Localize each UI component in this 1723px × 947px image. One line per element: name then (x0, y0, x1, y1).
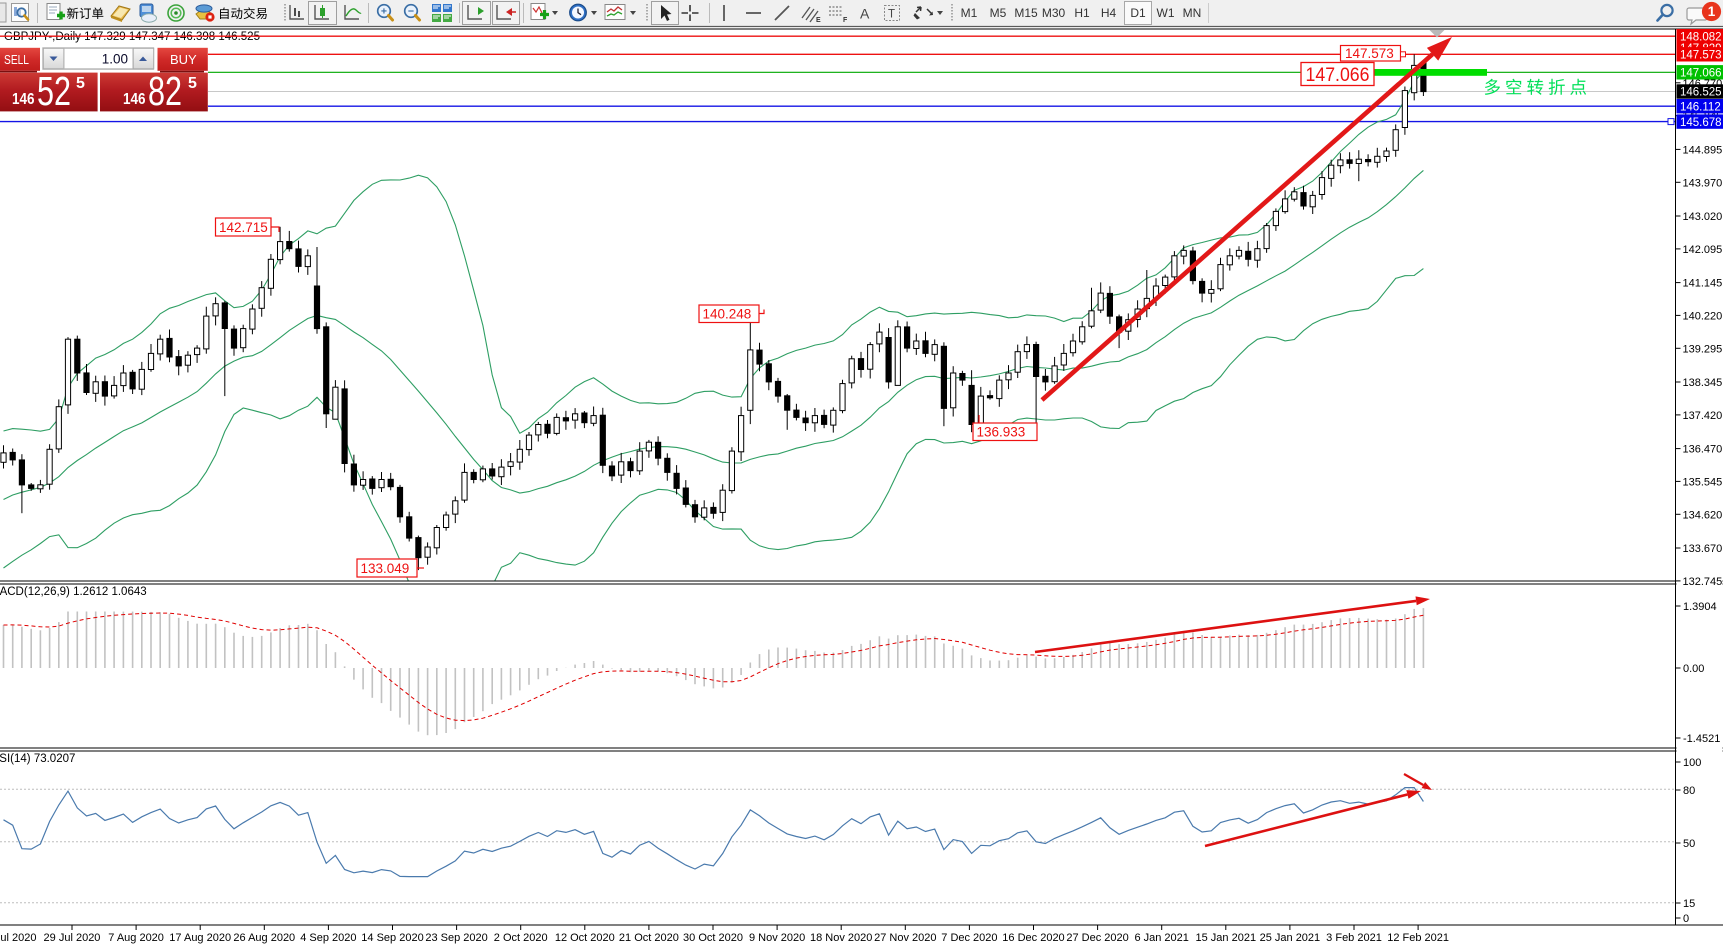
svg-text:6 Jan 2021: 6 Jan 2021 (1134, 932, 1188, 944)
svg-text:140.248: 140.248 (703, 307, 752, 322)
svg-text:146: 146 (12, 91, 35, 108)
svg-text:23 Sep 2020: 23 Sep 2020 (425, 932, 487, 944)
svg-text:21 Oct 2020: 21 Oct 2020 (619, 932, 679, 944)
svg-text:140.220: 140.220 (1683, 310, 1723, 322)
svg-text:146.525: 146.525 (1680, 87, 1722, 99)
svg-text:7 Dec 2020: 7 Dec 2020 (941, 932, 997, 944)
svg-text:147.573: 147.573 (1345, 46, 1394, 61)
svg-text:25 Jan 2021: 25 Jan 2021 (1260, 932, 1321, 944)
svg-text:136.933: 136.933 (977, 425, 1026, 440)
svg-text:136.470: 136.470 (1683, 444, 1723, 456)
svg-text:52: 52 (37, 68, 71, 114)
svg-text:134.620: 134.620 (1683, 509, 1723, 521)
svg-text:142.095: 142.095 (1683, 244, 1723, 256)
svg-text:147.066: 147.066 (1306, 64, 1370, 86)
svg-text:1: 1 (1708, 4, 1716, 19)
svg-text:H4: H4 (1101, 6, 1117, 20)
svg-text:135.545: 135.545 (1683, 476, 1723, 488)
svg-text:132.745: 132.745 (1683, 576, 1723, 588)
svg-text:27 Nov 2020: 27 Nov 2020 (874, 932, 936, 944)
svg-text:T: T (888, 9, 895, 21)
svg-text:5: 5 (188, 75, 197, 92)
svg-text:80: 80 (1683, 785, 1695, 797)
svg-text:15: 15 (1683, 898, 1695, 910)
svg-text:26 Aug 2020: 26 Aug 2020 (233, 932, 295, 944)
svg-text:29 Jul 2020: 29 Jul 2020 (44, 932, 101, 944)
svg-text:146.112: 146.112 (1680, 101, 1721, 113)
svg-text:1.00: 1.00 (102, 52, 128, 67)
svg-text:143.020: 143.020 (1683, 211, 1723, 223)
svg-text:144.895: 144.895 (1683, 144, 1723, 156)
svg-text:138.345: 138.345 (1683, 377, 1723, 389)
svg-text:14 Sep 2020: 14 Sep 2020 (361, 932, 423, 944)
svg-text:RSI(14) 73.0207: RSI(14) 73.0207 (0, 753, 75, 765)
svg-text:15 Jan 2021: 15 Jan 2021 (1196, 932, 1257, 944)
svg-text:147.829: 147.829 (1680, 43, 1722, 55)
svg-text:BUY: BUY (170, 52, 197, 67)
svg-text:147.066: 147.066 (1680, 68, 1722, 80)
svg-text:12 Feb 2021: 12 Feb 2021 (1387, 932, 1449, 944)
svg-text:7 Aug 2020: 7 Aug 2020 (108, 932, 164, 944)
svg-text:137.420: 137.420 (1683, 410, 1723, 422)
svg-text:141.145: 141.145 (1683, 278, 1723, 290)
svg-text:M1: M1 (961, 6, 978, 20)
svg-text:M15: M15 (1014, 6, 1038, 20)
svg-text:0.00: 0.00 (1683, 663, 1704, 675)
svg-text:−: − (408, 6, 414, 18)
svg-text:D1: D1 (1130, 6, 1146, 20)
svg-text:0: 0 (1683, 913, 1689, 925)
svg-text:30 Oct 2020: 30 Oct 2020 (683, 932, 743, 944)
svg-text:4 Sep 2020: 4 Sep 2020 (300, 932, 356, 944)
svg-text:W1: W1 (1157, 6, 1175, 20)
svg-text:2 Oct 2020: 2 Oct 2020 (494, 932, 548, 944)
svg-text:M5: M5 (990, 6, 1007, 20)
svg-text:3 Feb 2021: 3 Feb 2021 (1326, 932, 1382, 944)
svg-text:82: 82 (148, 68, 182, 114)
svg-text:9 Nov 2020: 9 Nov 2020 (749, 932, 805, 944)
svg-text:17 Aug 2020: 17 Aug 2020 (169, 932, 231, 944)
svg-text:100: 100 (1683, 757, 1701, 769)
svg-text:18 Nov 2020: 18 Nov 2020 (810, 932, 872, 944)
svg-text:-1.4521: -1.4521 (1683, 733, 1720, 745)
svg-text:147.573: 147.573 (1680, 50, 1722, 62)
svg-text:12 Oct 2020: 12 Oct 2020 (555, 932, 615, 944)
svg-text:E: E (816, 17, 821, 24)
svg-text:27 Dec 2020: 27 Dec 2020 (1066, 932, 1128, 944)
svg-text:M30: M30 (1042, 6, 1066, 20)
svg-text:145.678: 145.678 (1680, 117, 1722, 129)
svg-text:133.049: 133.049 (361, 561, 410, 576)
svg-text:50: 50 (1683, 838, 1695, 850)
svg-text:A: A (860, 6, 870, 22)
svg-text:16 Dec 2020: 16 Dec 2020 (1002, 932, 1064, 944)
svg-text:MN: MN (1183, 6, 1202, 20)
svg-text:H1: H1 (1074, 6, 1090, 20)
svg-text:MACD(12,26,9) 1.2612 1.0643: MACD(12,26,9) 1.2612 1.0643 (0, 586, 147, 598)
svg-text:146: 146 (123, 91, 146, 108)
svg-text:+: + (381, 6, 387, 18)
svg-text:GBPJPY-,Daily 147.329 147.347: GBPJPY-,Daily 147.329 147.347 146.398 14… (4, 31, 260, 43)
svg-text:5: 5 (76, 75, 85, 92)
svg-text:143.970: 143.970 (1683, 177, 1723, 189)
svg-text:1.3904: 1.3904 (1683, 601, 1717, 613)
svg-text:F: F (843, 17, 848, 24)
svg-text:148.082: 148.082 (1680, 31, 1722, 43)
svg-text:SELL: SELL (4, 53, 29, 67)
svg-text:20 Jul 2020: 20 Jul 2020 (0, 932, 36, 944)
svg-text:133.670: 133.670 (1683, 543, 1723, 555)
svg-text:142.715: 142.715 (219, 220, 268, 235)
svg-text:139.295: 139.295 (1683, 343, 1723, 355)
